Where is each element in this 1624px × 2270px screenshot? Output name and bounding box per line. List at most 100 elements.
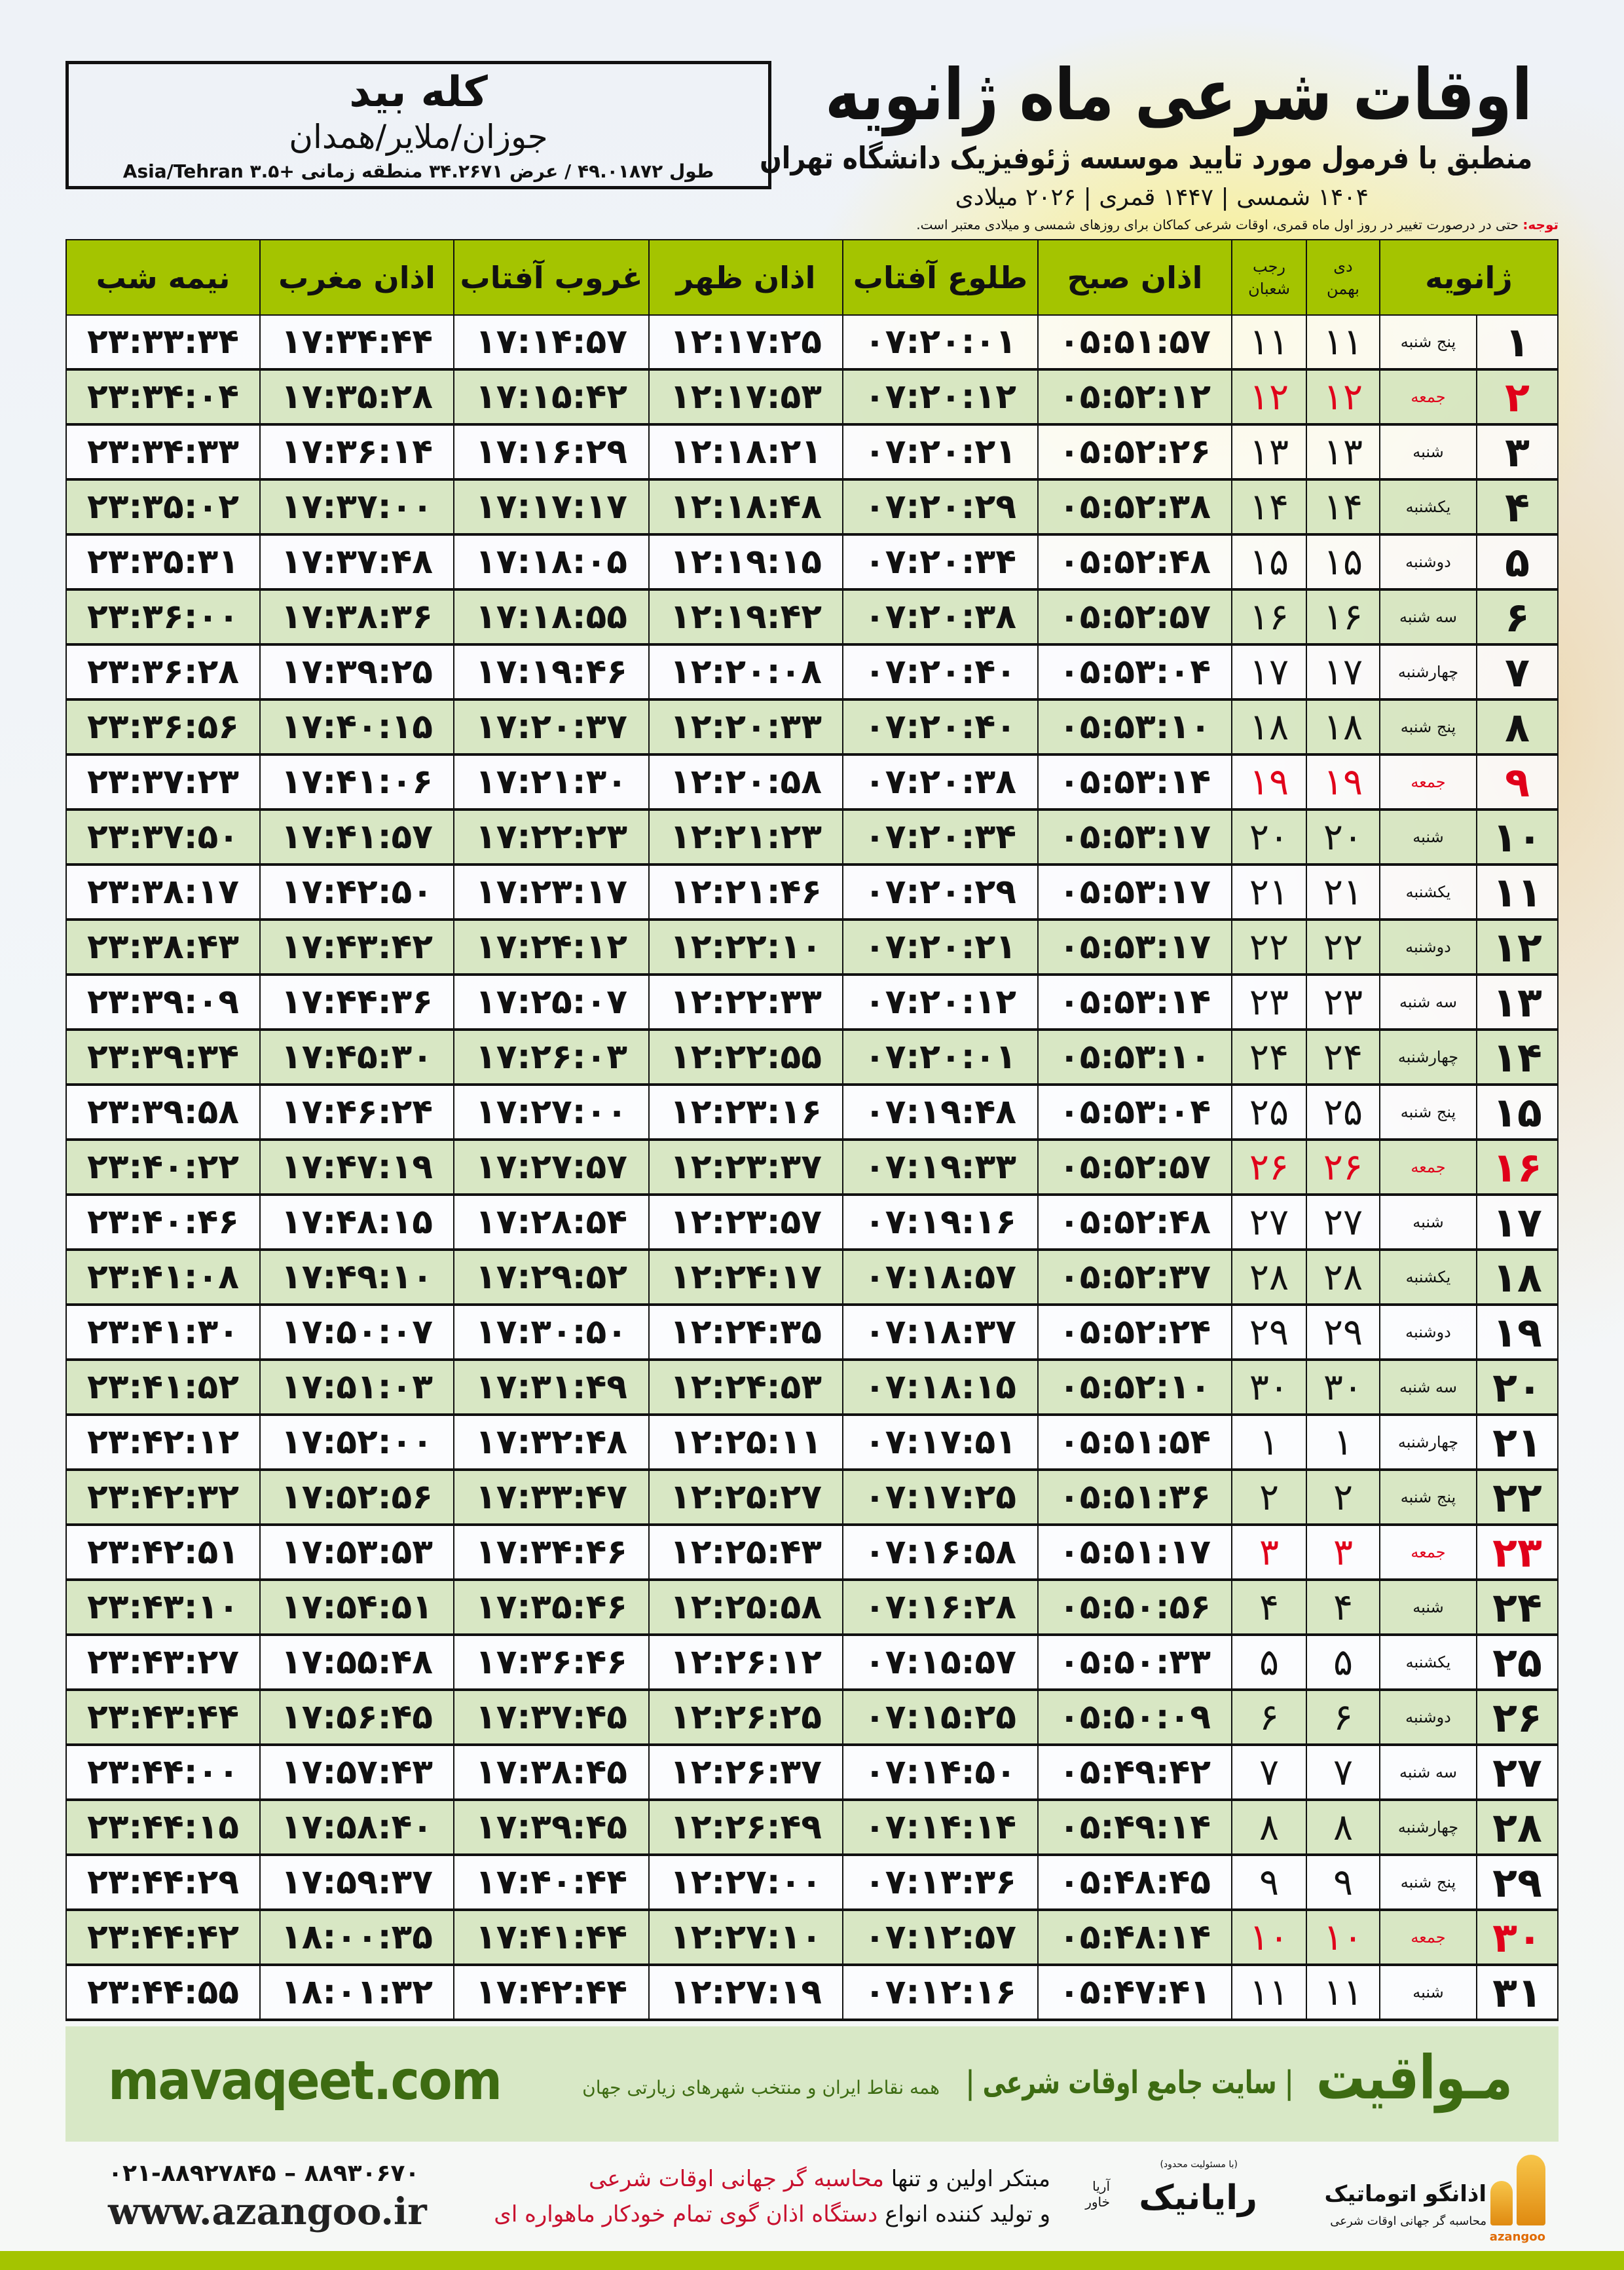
lunar-day: ۵ — [1231, 1635, 1307, 1691]
table-row: ۹ جمعه ۱۹ ۱۹ ۰۵:۵۳:۱۴ ۰۷:۲۰:۳۸ ۱۲:۲۰:۵۸ ۱۷:۲۱:۳… — [65, 754, 1559, 811]
shamsi-day: ۲۷ — [1306, 1195, 1380, 1251]
promo-line1-a: مبتکر اولین و تنها — [883, 2166, 1050, 2192]
shamsi-day: ۱۸ — [1306, 699, 1380, 756]
sunset-time: ۱۷:۲۱:۳۰ — [453, 754, 650, 811]
table-row: ۱۳ سه شنبه ۲۳ ۲۳ ۰۵:۵۳:۱۴ ۰۷:۲۰:۱۲ ۱۲:۲۲:۳۳ ۱۷:… — [65, 975, 1559, 1031]
weekday: شنبه — [1379, 1195, 1477, 1251]
dhuhr-time: ۱۲:۲۷:۰۰ — [648, 1855, 843, 1911]
note: توجه: حتی در درصورت تغییر در روز اول ماه… — [916, 216, 1559, 233]
maghrib-time: ۱۷:۴۸:۱۵ — [259, 1195, 454, 1251]
maghrib-time: ۱۷:۵۵:۴۸ — [259, 1635, 454, 1691]
day-number: ۴ — [1476, 479, 1559, 536]
lunar-day: ۲۰ — [1231, 809, 1307, 866]
midnight-time: ۲۳:۳۴:۳۳ — [65, 424, 261, 481]
maghrib-time: ۱۷:۳۹:۲۵ — [259, 644, 454, 701]
dhuhr-time: ۱۲:۲۱:۲۳ — [648, 809, 843, 866]
weekday: یکشنبه — [1379, 1635, 1477, 1691]
sunset-time: ۱۷:۴۱:۴۴ — [453, 1910, 650, 1966]
day-number: ۲۵ — [1476, 1635, 1559, 1691]
maghrib-time: ۱۸:۰۰:۳۵ — [259, 1910, 454, 1966]
lunar-day: ۱۶ — [1231, 589, 1307, 646]
sunrise-time: ۰۷:۲۰:۱۲ — [842, 975, 1039, 1031]
weekday: پنج شنبه — [1379, 1085, 1477, 1141]
table-row: ۴ یکشنبه ۱۴ ۱۴ ۰۵:۵۲:۳۸ ۰۷:۲۰:۲۹ ۱۲:۱۸:۴۸ ۱۷:۱۷… — [65, 479, 1559, 536]
location-coordinates: طول ۴۹.۰۱۸۷۲ / عرض ۳۴.۲۶۷۱ منطقه زمانی +… — [122, 160, 714, 182]
weekday: سه شنبه — [1379, 975, 1477, 1031]
weekday: دوشنبه — [1379, 1690, 1477, 1746]
sunset-time: ۱۷:۲۰:۳۷ — [453, 699, 650, 756]
sunset-time: ۱۷:۳۷:۴۵ — [453, 1690, 650, 1746]
shamsi-day: ۲۳ — [1306, 975, 1380, 1031]
azangoo-website-link[interactable]: www.azangoo.ir — [108, 2190, 427, 2233]
lunar-day: ۲۹ — [1231, 1305, 1307, 1361]
shamsi-day: ۲۲ — [1306, 920, 1380, 976]
header-lunar: رجب شعبان — [1231, 239, 1307, 316]
header-shamsi: دی بهمن — [1306, 239, 1380, 316]
day-number: ۱۵ — [1476, 1085, 1559, 1141]
lunar-day: ۱۷ — [1231, 644, 1307, 701]
day-number: ۳۰ — [1476, 1910, 1559, 1966]
fajr-time: ۰۵:۵۳:۰۴ — [1037, 1085, 1232, 1141]
day-number: ۸ — [1476, 699, 1559, 756]
shamsi-day: ۲۸ — [1306, 1250, 1380, 1306]
minaret-icon — [1517, 2155, 1545, 2225]
midnight-time: ۲۳:۳۶:۲۸ — [65, 644, 261, 701]
location-region: جوزان/ملایر/همدان — [289, 118, 548, 156]
weekday: پنج شنبه — [1379, 1855, 1477, 1911]
promo-text: مبتکر اولین و تنها محاسبه گر جهانی اوقات… — [494, 2161, 1050, 2232]
midnight-time: ۲۳:۳۸:۴۳ — [65, 920, 261, 976]
mavaqeet-url-link[interactable]: mavaqeet.com — [108, 2050, 502, 2112]
shamsi-day: ۲۵ — [1306, 1085, 1380, 1141]
sunset-time: ۱۷:۱۶:۲۹ — [453, 424, 650, 481]
rayanik-llc: (با مسئولیت محدود) — [1160, 2159, 1238, 2170]
sunset-time: ۱۷:۲۳:۱۷ — [453, 865, 650, 921]
day-number: ۱۳ — [1476, 975, 1559, 1031]
maghrib-time: ۱۷:۴۴:۳۶ — [259, 975, 454, 1031]
sunset-time: ۱۷:۴۲:۴۴ — [453, 1965, 650, 2021]
sunrise-time: ۰۷:۱۵:۵۷ — [842, 1635, 1039, 1691]
maghrib-time: ۱۷:۵۳:۵۳ — [259, 1525, 454, 1581]
midnight-time: ۲۳:۳۹:۵۸ — [65, 1085, 261, 1141]
header-month: ژانویه — [1379, 239, 1559, 316]
table-row: ۲۱ چهارشنبه ۱ ۱ ۰۵:۵۱:۵۴ ۰۷:۱۷:۵۱ ۱۲:۲۵:۱۱ ۱۷:۳… — [65, 1415, 1559, 1471]
fajr-time: ۰۵:۵۰:۵۶ — [1037, 1580, 1232, 1636]
day-number: ۱۷ — [1476, 1195, 1559, 1251]
maghrib-time: ۱۷:۴۲:۵۰ — [259, 865, 454, 921]
shamsi-day: ۲۱ — [1306, 865, 1380, 921]
dhuhr-time: ۱۲:۱۹:۴۲ — [648, 589, 843, 646]
fajr-time: ۰۵:۵۳:۱۷ — [1037, 809, 1232, 866]
sunset-time: ۱۷:۲۷:۵۷ — [453, 1140, 650, 1196]
table-row: ۳ شنبه ۱۳ ۱۳ ۰۵:۵۲:۲۶ ۰۷:۲۰:۲۱ ۱۲:۱۸:۲۱ ۱۷:۱۶:۲… — [65, 424, 1559, 481]
midnight-time: ۲۳:۴۲:۵۱ — [65, 1525, 261, 1581]
maghrib-time: ۱۷:۳۷:۰۰ — [259, 479, 454, 536]
dhuhr-time: ۱۲:۲۶:۴۹ — [648, 1800, 843, 1856]
day-number: ۲۷ — [1476, 1745, 1559, 1801]
dhuhr-time: ۱۲:۲۱:۴۶ — [648, 865, 843, 921]
dhuhr-time: ۱۲:۲۵:۲۷ — [648, 1470, 843, 1526]
header-shamsi-top: دی — [1333, 257, 1353, 276]
table-row: ۷ چهارشنبه ۱۷ ۱۷ ۰۵:۵۳:۰۴ ۰۷:۲۰:۴۰ ۱۲:۲۰:۰۸ ۱۷:… — [65, 644, 1559, 701]
lunar-day: ۱۹ — [1231, 754, 1307, 811]
day-number: ۳ — [1476, 424, 1559, 481]
weekday: پنج شنبه — [1379, 315, 1477, 371]
day-number: ۱۶ — [1476, 1140, 1559, 1196]
maghrib-time: ۱۸:۰۱:۳۲ — [259, 1965, 454, 2021]
prayer-times-table: ژانویه دی بهمن رجب شعبان اذان صبح طلوع آفت… — [65, 239, 1559, 2021]
header-sunrise: طلوع آفتاب — [842, 239, 1039, 316]
sunrise-time: ۰۷:۱۸:۱۵ — [842, 1360, 1039, 1416]
dhuhr-time: ۱۲:۲۴:۱۷ — [648, 1250, 843, 1306]
table-row: ۱۹ دوشنبه ۲۹ ۲۹ ۰۵:۵۲:۲۴ ۰۷:۱۸:۳۷ ۱۲:۲۴:۳۵ ۱۷:۳… — [65, 1305, 1559, 1361]
header-fajr: اذان صبح — [1037, 239, 1232, 316]
lunar-day: ۲۶ — [1231, 1140, 1307, 1196]
shamsi-day: ۲۶ — [1306, 1140, 1380, 1196]
day-number: ۳۱ — [1476, 1965, 1559, 2021]
weekday: یکشنبه — [1379, 1250, 1477, 1306]
sunset-time: ۱۷:۲۲:۲۳ — [453, 809, 650, 866]
fajr-time: ۰۵:۴۹:۱۴ — [1037, 1800, 1232, 1856]
midnight-time: ۲۳:۴۳:۲۷ — [65, 1635, 261, 1691]
table-row: ۱۰ شنبه ۲۰ ۲۰ ۰۵:۵۳:۱۷ ۰۷:۲۰:۳۴ ۱۲:۲۱:۲۳ ۱۷:۲۲:… — [65, 809, 1559, 866]
sunset-time: ۱۷:۲۸:۵۴ — [453, 1195, 650, 1251]
dhuhr-time: ۱۲:۲۶:۳۷ — [648, 1745, 843, 1801]
midnight-time: ۲۳:۴۳:۴۴ — [65, 1690, 261, 1746]
sunset-time: ۱۷:۳۹:۴۵ — [453, 1800, 650, 1856]
